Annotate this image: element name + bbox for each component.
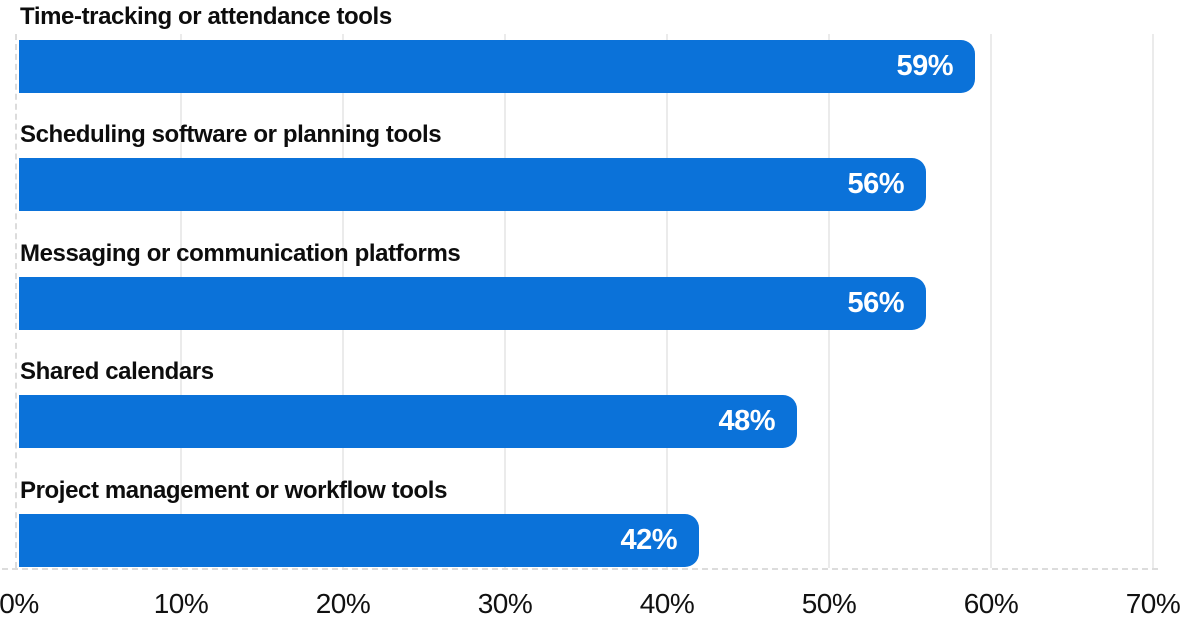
bar-row: Scheduling software or planning tools 56… bbox=[19, 121, 1181, 215]
bar-value-label: 56% bbox=[847, 168, 904, 201]
bar: 56% bbox=[19, 276, 926, 330]
y-axis-dashed-line bbox=[15, 34, 17, 568]
category-label: Time-tracking or attendance tools bbox=[20, 3, 392, 30]
bar: 56% bbox=[19, 158, 926, 212]
category-label: Shared calendars bbox=[20, 358, 214, 386]
category-label: Project management or workflow tools bbox=[20, 476, 448, 504]
category-label: Scheduling software or planning tools bbox=[20, 121, 442, 149]
baseline-dashed-line bbox=[2, 568, 1158, 570]
bar: 48% bbox=[19, 395, 797, 449]
bar-row: Time-tracking or attendance tools 59% bbox=[19, 3, 1181, 97]
x-axis-tick-label: 40% bbox=[639, 588, 695, 619]
gridline bbox=[1152, 34, 1154, 568]
bar-value-label: 59% bbox=[896, 50, 953, 82]
x-axis-tick-label: 70% bbox=[1125, 588, 1181, 619]
bar-value-label: 56% bbox=[847, 286, 904, 319]
x-axis-tick-label: 10% bbox=[153, 588, 209, 619]
gridline bbox=[990, 34, 992, 568]
x-axis-tick-label: 20% bbox=[315, 588, 371, 619]
bar: 59% bbox=[19, 40, 975, 93]
category-label: Messaging or communication platforms bbox=[20, 239, 461, 267]
bar-value-label: 48% bbox=[718, 405, 775, 438]
bar-row: Shared calendars 48% bbox=[19, 358, 1181, 452]
bar-row: Project management or workflow tools 42% bbox=[19, 477, 1181, 571]
bar-row: Messaging or communication platforms 56% bbox=[19, 240, 1181, 334]
x-axis-tick-label: 50% bbox=[801, 588, 857, 619]
bar-value-label: 42% bbox=[620, 523, 677, 556]
x-axis-tick-label: 0% bbox=[0, 588, 39, 619]
x-axis-tick-label: 60% bbox=[963, 588, 1019, 619]
x-axis-tick-label: 30% bbox=[477, 588, 533, 619]
bar: 42% bbox=[19, 513, 699, 567]
